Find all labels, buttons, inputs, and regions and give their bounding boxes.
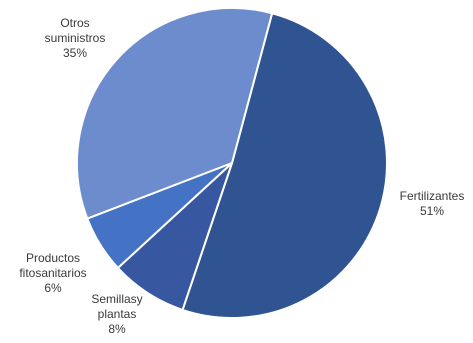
slice-percent-label: 51% bbox=[420, 204, 444, 218]
slice-name-line: plantas bbox=[98, 307, 137, 321]
pie-labels: Fertilizantes 51%Semillasy plantas 8%Produc… bbox=[19, 16, 464, 336]
slice-name-line: Fertilizantes bbox=[400, 189, 465, 203]
slice-name-line: Productos bbox=[26, 251, 80, 265]
slice-name-line: suministros bbox=[45, 31, 106, 45]
pie-slices bbox=[76, 7, 388, 319]
pie-slice-fertilizantes bbox=[181, 12, 388, 319]
slice-name-line: Otros bbox=[60, 16, 89, 30]
slice-name-line: fitosanitarios bbox=[19, 266, 86, 280]
slice-label-productos-fitosanitarios: Productos fitosanitarios 6% bbox=[19, 251, 86, 295]
slice-percent-label: 6% bbox=[44, 281, 62, 295]
slice-percent-label: 8% bbox=[108, 322, 126, 336]
slice-label-semillas-y-plantas: Semillasy plantas 8% bbox=[91, 292, 142, 336]
slice-label-otros-suministros: Otros suministros 35% bbox=[45, 16, 106, 60]
slice-percent-label: 35% bbox=[63, 46, 87, 60]
slice-name-line: Semillasy bbox=[91, 292, 142, 306]
pie-slice-otros-suministros bbox=[76, 7, 274, 220]
slice-label-fertilizantes: Fertilizantes 51% bbox=[400, 189, 465, 218]
